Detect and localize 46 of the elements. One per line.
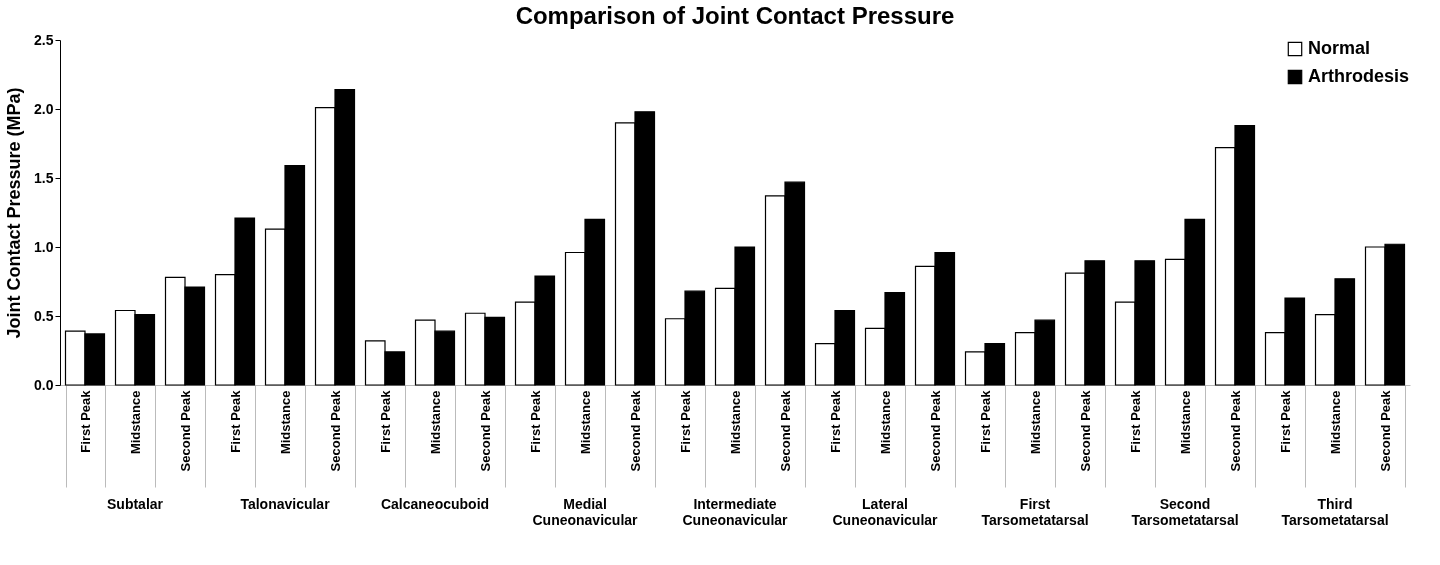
x-tick-label: First Peak [377,389,393,453]
x-tick-label: Midstance [1027,390,1043,455]
chart-title: Comparison of Joint Contact Pressure [515,2,955,29]
x-tick-label: Second Peak [177,389,193,472]
text: Calcaneocuboid [380,496,490,512]
x-tick-label: Midstance [427,390,443,455]
x-tick-label: First Peak [227,389,243,453]
x-tick-label: Second Peak [1227,389,1243,472]
x-tick-label: Midstance [127,390,143,455]
x-tick-label: Midstance [1327,390,1343,455]
x-tick-label: First Peak [677,389,693,453]
x-tick-label: First Peak [1127,389,1143,453]
text: First Tarsometatarsal [981,496,1089,528]
text: Talonavicular [240,496,331,512]
x-tick-label: Second Peak [1077,389,1093,472]
x-tick-label: First Peak [1277,389,1293,453]
x-tick-label: Second Peak [927,389,943,472]
y-tick-label: 0.0 [34,376,54,393]
y-axis-title: Joint Contact Pressure (MPa) [4,87,25,339]
legend-label: Arthrodesis [1308,66,1410,86]
x-tick-label: Midstance [1177,390,1193,455]
x-tick-label: Midstance [277,390,293,455]
y-tick-label: 1.0 [34,238,54,255]
y-tick-label: 1.5 [34,169,54,186]
text: Medial Cuneonavicular [532,496,639,528]
x-tick-label: Midstance [727,390,743,455]
x-tick-label: First Peak [77,389,93,453]
x-tick-label: Second Peak [327,389,343,472]
x-tick-label: Midstance [577,390,593,455]
text: Second Tarsometatarsal [1131,496,1239,528]
legend-label: Normal [1308,38,1371,58]
x-tick-label: Second Peak [1377,389,1393,472]
text: Third Tarsometatarsal [1281,496,1389,528]
x-tick-label: Second Peak [477,389,493,472]
x-tick-label: First Peak [827,389,843,453]
text: Subtalar [106,496,164,512]
y-tick-label: 0.5 [34,307,54,324]
text: Lateral Cuneonavicular [832,496,939,528]
x-tick-label: First Peak [527,389,543,453]
x-tick-label: Second Peak [777,389,793,472]
x-tick-label: Second Peak [627,389,643,472]
text: Intermediate Cuneonavicular [682,496,789,528]
y-tick-label: 2.5 [34,31,54,48]
x-tick-label: First Peak [977,389,993,453]
x-tick-label: Midstance [877,390,893,455]
y-tick-label: 2.0 [34,100,54,117]
